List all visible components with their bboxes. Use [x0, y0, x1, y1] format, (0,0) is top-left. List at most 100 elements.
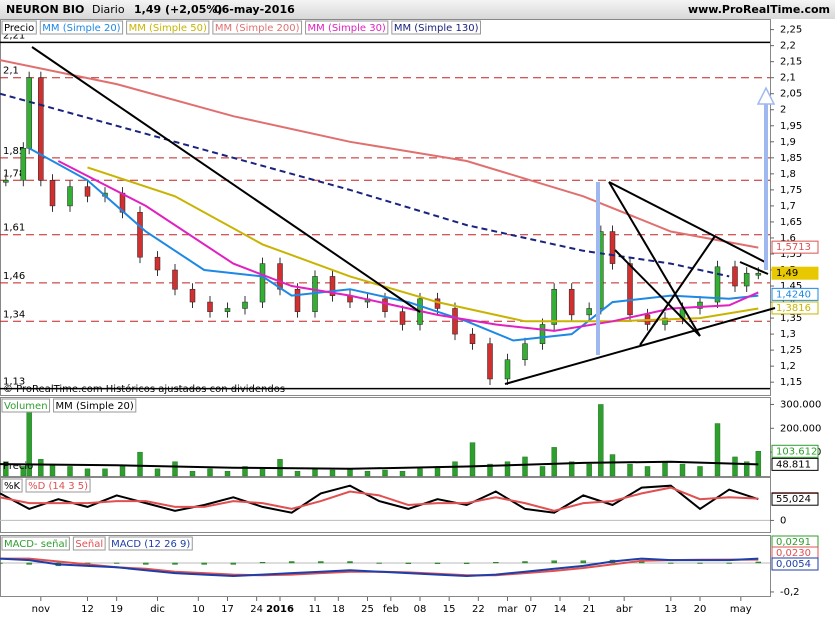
series-line [0, 486, 759, 512]
bar [522, 561, 528, 564]
bar [224, 471, 231, 477]
bar [230, 562, 237, 565]
candle [49, 180, 56, 207]
macd-frame [0, 535, 771, 597]
bar [26, 562, 32, 565]
candle [487, 343, 493, 380]
bar [644, 466, 651, 477]
legend-entry: MM (Simple 30) [308, 23, 386, 34]
bar [732, 456, 738, 477]
bar [469, 442, 476, 477]
candle [207, 301, 213, 312]
bar [714, 423, 721, 477]
series-line [28, 147, 759, 342]
x-tick-label: 13 [664, 604, 677, 615]
candle [714, 266, 721, 303]
bar [697, 562, 703, 564]
candle [382, 298, 388, 312]
y-tick-label: -0,2 [780, 587, 800, 598]
value-label: 1,4240 [776, 289, 811, 300]
plot-layer: 2,25 2,2 2,15 2,1 2,05 2 1,95 1,9 1,85 1,8 1,75 1,7… [0, 20, 821, 615]
candle [627, 263, 633, 316]
bar [755, 561, 762, 564]
candle [551, 288, 557, 325]
candle [452, 308, 458, 335]
value-label: 1,3816 [776, 303, 811, 314]
legend-box [72, 536, 106, 551]
bar [0, 562, 3, 564]
target-arrow [756, 86, 776, 105]
legend-entry: MACD (12 26 9) [111, 539, 190, 550]
quote: 1,49 (+2,05%) [134, 3, 222, 16]
value-label: 55,024 [776, 494, 811, 505]
x-tick-label: 20 [694, 604, 707, 615]
legend-entry: Señal [75, 539, 103, 550]
bar [49, 463, 56, 477]
candle [84, 186, 91, 197]
bar [113, 562, 120, 564]
candle [662, 317, 668, 325]
bar [189, 471, 196, 477]
x-tick-label: may [730, 604, 752, 615]
y-tick-label: 1,25 [780, 345, 802, 356]
legend-box [126, 20, 210, 35]
bar [172, 461, 178, 477]
y-tick-label: 1,55 [780, 249, 802, 260]
bar [259, 468, 266, 477]
bar [627, 463, 633, 477]
y-tick-label: 2,15 [780, 57, 802, 68]
value-box [771, 492, 819, 506]
series-line [0, 92, 730, 278]
bar [697, 466, 703, 477]
y-tick-label: 1,35 [780, 313, 802, 324]
legend-box [391, 20, 481, 35]
y-tick-label: 1,9 [780, 137, 796, 148]
legend-entry: MM (Simple 20) [42, 23, 120, 34]
x-tick-label: 08 [414, 604, 427, 615]
drawings [31, 46, 776, 385]
y-tick-label: 1,2 [780, 361, 796, 372]
bar [726, 562, 732, 564]
level-label: 1,85 [3, 146, 25, 157]
legend-box [39, 20, 124, 35]
y-tick-label: 2,1 [780, 73, 796, 84]
bar [143, 562, 149, 565]
candle [539, 324, 546, 344]
legend-entry: MM (Simple 130) [394, 23, 479, 34]
x-tick-label: dic [150, 604, 165, 615]
value-label: 1,5713 [776, 242, 811, 253]
bar [67, 466, 73, 477]
bar [3, 461, 9, 477]
bar [487, 463, 493, 477]
level-label: 1,34 [3, 309, 25, 320]
bar [662, 461, 668, 477]
bar [154, 468, 161, 477]
volume-frame [0, 397, 771, 477]
series-line [0, 484, 759, 514]
candle [522, 343, 528, 360]
value-label: 0,0291 [776, 537, 811, 548]
level-label: 1,78 [3, 168, 25, 179]
y-tick-label: 1,7 [780, 201, 796, 212]
price-frame [0, 19, 771, 396]
x-tick-label: 2016 [266, 604, 294, 615]
bar [318, 561, 324, 564]
value-label: 48.811 [776, 459, 811, 470]
candle [242, 301, 248, 309]
x-tick-label: 22 [472, 604, 485, 615]
bar [504, 461, 511, 477]
bar [102, 468, 108, 477]
value-label: 0,0054 [776, 559, 811, 570]
candle [259, 263, 266, 303]
ticker: NEURON BIO [6, 3, 84, 16]
candle [329, 276, 336, 296]
bar [201, 562, 207, 565]
value-label: 0,0230 [776, 548, 811, 559]
legend-box [1, 478, 23, 493]
legend-box [108, 536, 193, 551]
x-tick-label: 12 [81, 604, 94, 615]
bar [242, 466, 248, 477]
bar [259, 562, 266, 564]
bar [609, 454, 616, 477]
x-tick-label: 07 [524, 604, 537, 615]
